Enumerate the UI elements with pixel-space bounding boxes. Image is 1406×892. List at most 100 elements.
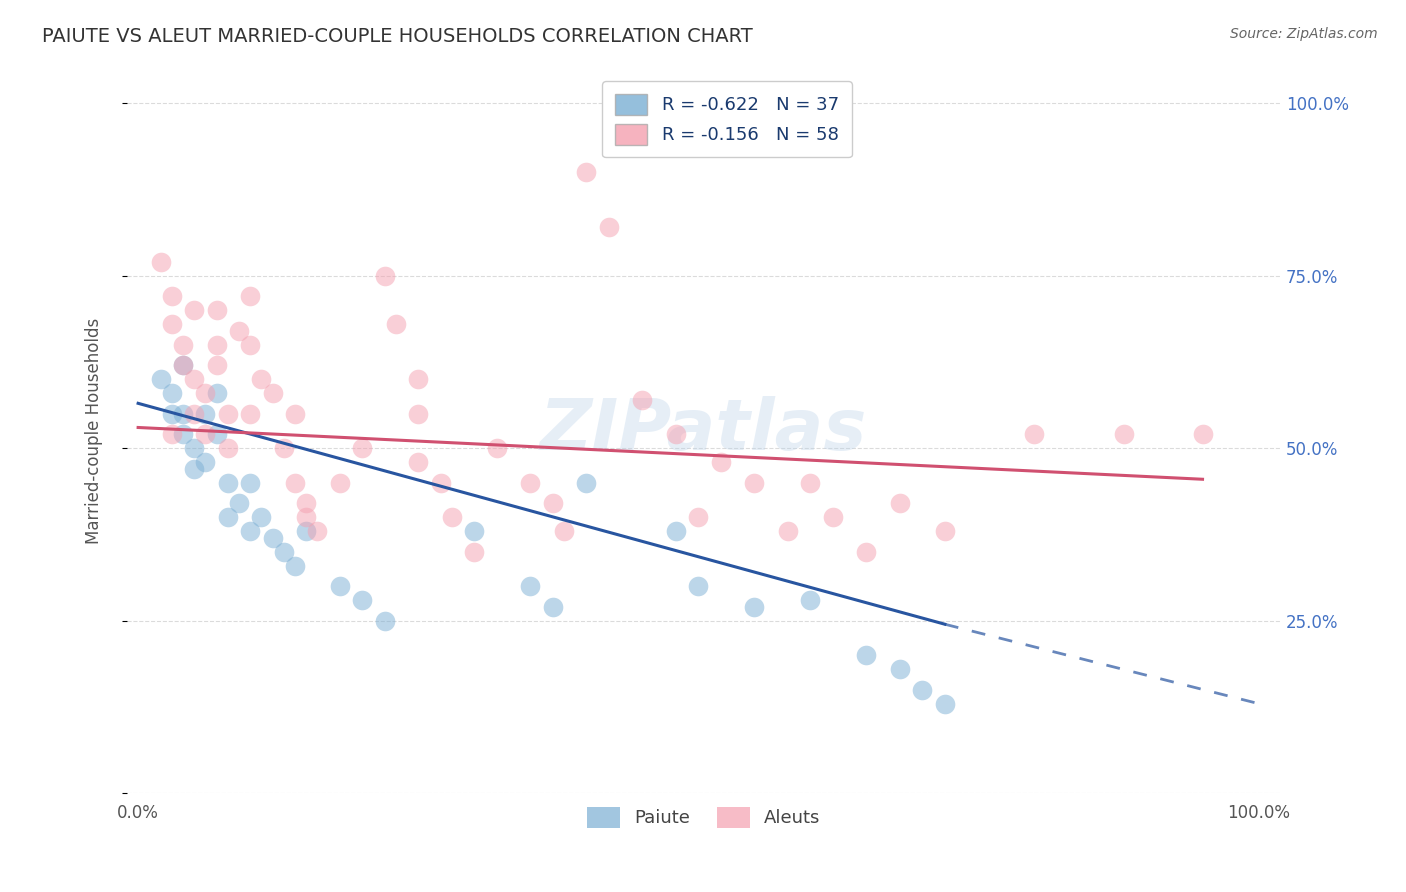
- Point: [149, 372, 172, 386]
- Point: [934, 524, 956, 538]
- Point: [284, 558, 307, 573]
- Point: [889, 496, 911, 510]
- Point: [205, 386, 228, 401]
- Point: [1191, 427, 1213, 442]
- Point: [273, 545, 295, 559]
- Point: [160, 427, 183, 442]
- Point: [183, 441, 205, 455]
- Point: [688, 579, 710, 593]
- Point: [406, 407, 429, 421]
- Point: [284, 407, 307, 421]
- Point: [172, 359, 194, 373]
- Point: [855, 545, 877, 559]
- Point: [295, 524, 318, 538]
- Point: [160, 407, 183, 421]
- Point: [519, 579, 541, 593]
- Legend: Paiute, Aleuts: Paiute, Aleuts: [581, 800, 828, 835]
- Text: ZIPatlas: ZIPatlas: [540, 396, 868, 466]
- Point: [710, 455, 733, 469]
- Point: [273, 441, 295, 455]
- Point: [631, 392, 654, 407]
- Point: [385, 317, 408, 331]
- Point: [429, 475, 451, 490]
- Point: [519, 475, 541, 490]
- Point: [183, 303, 205, 318]
- Point: [239, 289, 262, 303]
- Point: [911, 682, 934, 697]
- Point: [406, 455, 429, 469]
- Point: [744, 599, 766, 614]
- Point: [194, 427, 217, 442]
- Point: [665, 524, 688, 538]
- Point: [205, 303, 228, 318]
- Point: [239, 475, 262, 490]
- Point: [262, 386, 284, 401]
- Point: [1114, 427, 1136, 442]
- Point: [239, 337, 262, 351]
- Point: [541, 599, 564, 614]
- Point: [406, 372, 429, 386]
- Point: [485, 441, 508, 455]
- Point: [821, 510, 844, 524]
- Point: [799, 475, 821, 490]
- Text: PAIUTE VS ALEUT MARRIED-COUPLE HOUSEHOLDS CORRELATION CHART: PAIUTE VS ALEUT MARRIED-COUPLE HOUSEHOLD…: [42, 27, 754, 45]
- Point: [374, 268, 396, 283]
- Point: [160, 317, 183, 331]
- Point: [183, 462, 205, 476]
- Point: [217, 510, 239, 524]
- Y-axis label: Married-couple Households: Married-couple Households: [86, 318, 103, 544]
- Point: [228, 496, 250, 510]
- Point: [295, 510, 318, 524]
- Point: [250, 510, 273, 524]
- Point: [889, 662, 911, 676]
- Text: Source: ZipAtlas.com: Source: ZipAtlas.com: [1230, 27, 1378, 41]
- Point: [688, 510, 710, 524]
- Point: [855, 648, 877, 663]
- Point: [352, 593, 374, 607]
- Point: [1024, 427, 1046, 442]
- Point: [205, 359, 228, 373]
- Point: [172, 337, 194, 351]
- Point: [665, 427, 688, 442]
- Point: [250, 372, 273, 386]
- Point: [194, 455, 217, 469]
- Point: [284, 475, 307, 490]
- Point: [307, 524, 329, 538]
- Point: [541, 496, 564, 510]
- Point: [172, 407, 194, 421]
- Point: [575, 165, 598, 179]
- Point: [217, 407, 239, 421]
- Point: [440, 510, 463, 524]
- Point: [205, 427, 228, 442]
- Point: [553, 524, 575, 538]
- Point: [183, 372, 205, 386]
- Point: [217, 441, 239, 455]
- Point: [149, 255, 172, 269]
- Point: [295, 496, 318, 510]
- Point: [183, 407, 205, 421]
- Point: [194, 386, 217, 401]
- Point: [329, 579, 352, 593]
- Point: [217, 475, 239, 490]
- Point: [262, 531, 284, 545]
- Point: [239, 524, 262, 538]
- Point: [799, 593, 821, 607]
- Point: [374, 614, 396, 628]
- Point: [205, 337, 228, 351]
- Point: [228, 324, 250, 338]
- Point: [463, 545, 485, 559]
- Point: [329, 475, 352, 490]
- Point: [352, 441, 374, 455]
- Point: [194, 407, 217, 421]
- Point: [172, 427, 194, 442]
- Point: [575, 475, 598, 490]
- Point: [172, 359, 194, 373]
- Point: [598, 220, 620, 235]
- Point: [934, 697, 956, 711]
- Point: [776, 524, 799, 538]
- Point: [239, 407, 262, 421]
- Point: [160, 289, 183, 303]
- Point: [160, 386, 183, 401]
- Point: [744, 475, 766, 490]
- Point: [463, 524, 485, 538]
